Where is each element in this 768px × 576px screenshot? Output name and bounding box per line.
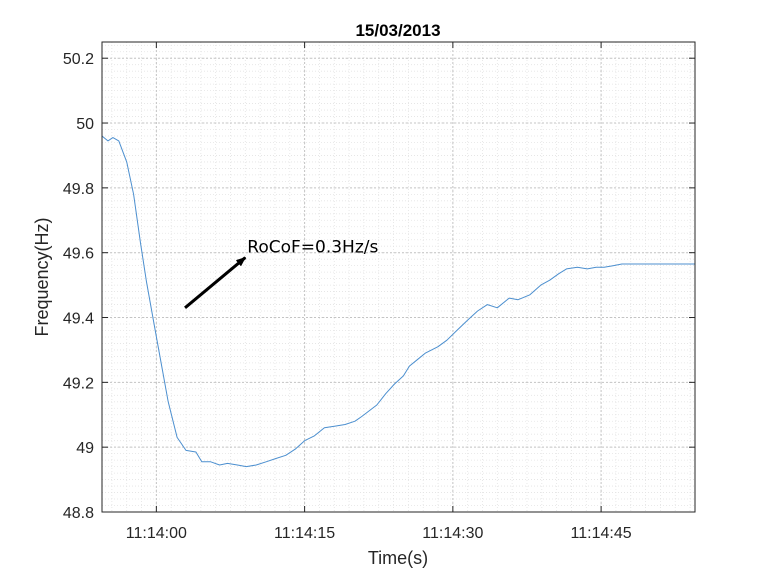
y-tick-label: 49.8 <box>63 181 94 198</box>
annotation-text: RoCoF=0.3Hz/s <box>247 238 378 258</box>
plot-background <box>102 42 695 512</box>
major-grid <box>102 42 695 512</box>
annotation-arrow <box>184 256 247 309</box>
y-tick-label: 49.6 <box>63 246 94 263</box>
chart-title: 15/03/2013 <box>355 21 440 40</box>
y-tick-labels: 48.8 49 49.2 49.4 49.6 49.8 50 50.2 <box>63 51 94 522</box>
minor-grid <box>102 42 695 513</box>
y-tick-label: 50.2 <box>63 51 94 68</box>
y-tick-label: 49.4 <box>63 311 94 328</box>
x-tick-label: 11:14:45 <box>571 525 632 542</box>
x-tick-labels: 11:14:00 11:14:15 11:14:30 11:14:45 <box>126 525 632 542</box>
plot-frame <box>101 41 696 513</box>
x-axis-label: Time(s) <box>368 548 428 568</box>
x-tick-label: 11:14:15 <box>274 525 335 542</box>
y-tick-label: 50 <box>76 116 94 133</box>
y-tick-label: 48.8 <box>63 505 94 522</box>
y-tick-label: 49.2 <box>63 375 94 392</box>
y-tick-label: 49 <box>76 440 94 457</box>
x-tick-label: 11:14:00 <box>126 525 187 542</box>
y-axis-label: Frequency(Hz) <box>32 217 52 336</box>
x-tick-label: 11:14:30 <box>422 525 483 542</box>
tick-marks <box>102 42 695 513</box>
series-layer <box>101 135 695 468</box>
frequency-series-line <box>101 135 695 468</box>
